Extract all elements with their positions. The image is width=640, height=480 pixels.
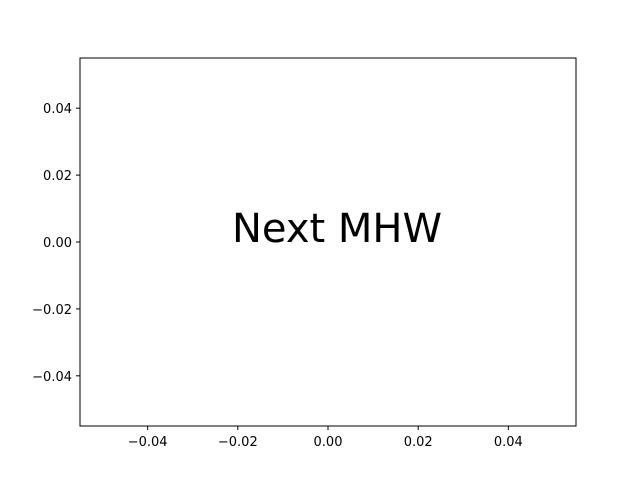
x-tick-label: −0.04 <box>128 435 168 450</box>
y-tick-label: 0.00 <box>43 236 72 251</box>
plot-frame <box>79 57 577 427</box>
y-tick-label: −0.04 <box>32 370 72 385</box>
x-tick-label: −0.02 <box>218 435 258 450</box>
annotation-text: Next MHW <box>232 206 442 252</box>
x-tick-label: 0.00 <box>314 435 343 450</box>
x-tick-label: 0.02 <box>404 435 433 450</box>
x-tick-label: 0.04 <box>494 435 523 450</box>
y-tick-label: −0.02 <box>32 303 72 318</box>
y-tick-label: 0.04 <box>43 102 72 117</box>
annotations: Next MHW <box>232 206 442 252</box>
y-axis-ticks: −0.04 −0.02 0.00 0.02 0.04 <box>32 102 80 385</box>
x-axis-ticks: −0.04 −0.02 0.00 0.02 0.04 <box>128 426 523 450</box>
y-tick-label: 0.02 <box>43 169 72 184</box>
